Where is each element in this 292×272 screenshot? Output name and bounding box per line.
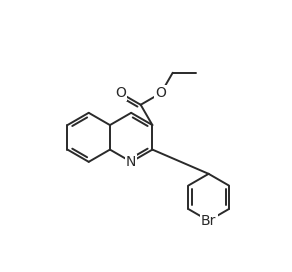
Text: O: O	[156, 86, 166, 100]
Text: N: N	[126, 155, 136, 169]
Text: Br: Br	[201, 214, 216, 228]
Text: O: O	[115, 86, 126, 100]
